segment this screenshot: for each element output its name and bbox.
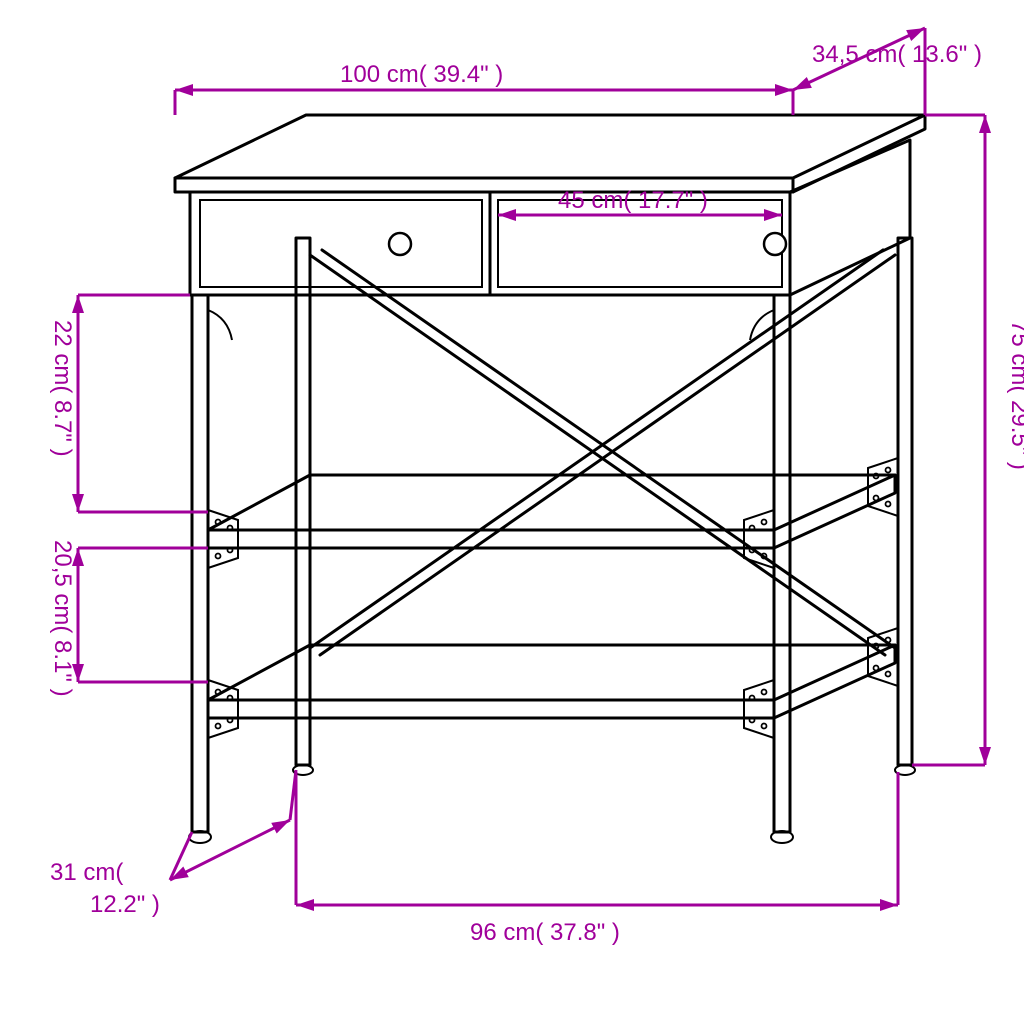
drawer-box: [190, 140, 910, 295]
svg-text:34,5 cm( 13.6" ): 34,5 cm( 13.6" ): [812, 41, 982, 68]
dim-shelf-width-cm: 96 cm: [470, 919, 535, 946]
drawer-knob-right: [764, 233, 786, 255]
dim-height-cm: 75 cm: [1006, 320, 1024, 385]
dim-drawer-width-cm: 45 cm: [558, 187, 623, 214]
dim-gap-lower: 20,5 cm( 8.1" ): [49, 540, 208, 697]
svg-text:22 cm( 8.7" ): 22 cm( 8.7" ): [49, 320, 76, 457]
dim-height: 75 cm( 29.5" ): [912, 115, 1024, 765]
dim-gap-upper-in: 8.7": [49, 400, 76, 442]
dim-top-depth-cm: 34,5 cm: [812, 41, 897, 68]
dim-top-depth-in: 13.6": [912, 41, 967, 68]
svg-text:31 cm(: 31 cm(: [50, 859, 123, 886]
svg-text:45 cm( 17.7" ): 45 cm( 17.7" ): [558, 187, 708, 214]
svg-text:100 cm( 39.4" ): 100 cm( 39.4" ): [340, 61, 503, 88]
drawer-knob-left: [389, 233, 411, 255]
dim-shelf-width-in: 37.8": [550, 919, 605, 946]
dim-shelf-depth-in: 12.2": [90, 891, 145, 918]
dim-gap-lower-in: 8.1": [49, 640, 76, 682]
dim-gap-upper: 22 cm( 8.7" ): [49, 295, 208, 512]
dim-shelf-width: 96 cm( 37.8" ): [296, 772, 898, 946]
svg-text:96 cm( 37.8" ): 96 cm( 37.8" ): [470, 919, 620, 946]
dim-shelf-depth: 31 cm( 12.2" ): [50, 770, 296, 918]
technical-drawing: 100 cm( 39.4" ) 34,5 cm( 13.6" ) 45 cm( …: [0, 0, 1024, 1024]
dim-shelf-depth-cm: 31 cm: [50, 859, 115, 886]
dim-top-depth: 34,5 cm( 13.6" ): [790, 23, 981, 115]
svg-text:12.2" ): 12.2" ): [90, 891, 160, 918]
cross-brace: [310, 250, 895, 655]
back-legs: [293, 238, 915, 775]
svg-text:20,5 cm( 8.1" ): 20,5 cm( 8.1" ): [49, 540, 76, 697]
furniture: [175, 115, 925, 843]
svg-text:75 cm( 29.5" ): 75 cm( 29.5" ): [1006, 320, 1024, 470]
dim-top-width-in: 39.4": [433, 61, 488, 88]
tabletop: [175, 115, 925, 192]
dim-gap-upper-cm: 22 cm: [49, 320, 76, 385]
dim-top-width: 100 cm( 39.4" ): [175, 61, 793, 115]
dim-top-width-cm: 100 cm: [340, 61, 419, 88]
dim-height-in: 29.5": [1006, 400, 1024, 455]
dim-drawer-width-in: 17.7": [638, 187, 693, 214]
dim-gap-lower-cm: 20,5 cm: [49, 540, 76, 625]
